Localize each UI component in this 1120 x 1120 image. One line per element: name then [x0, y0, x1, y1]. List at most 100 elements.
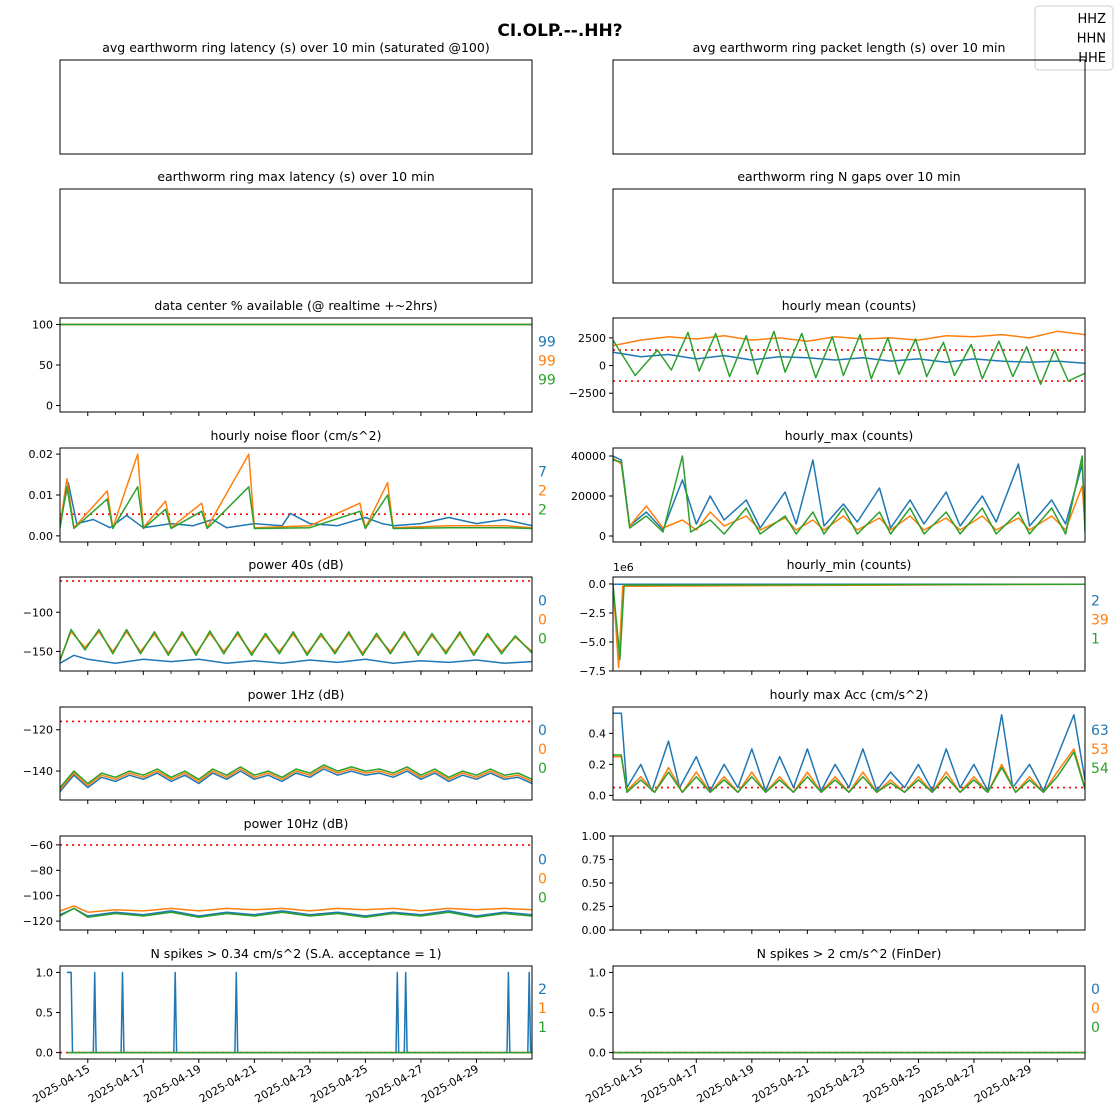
plot-area	[60, 844, 532, 919]
axes-frame	[612, 965, 1086, 1060]
panel-title: data center % available (@ realtime +~2h…	[154, 298, 437, 313]
x-tick-label: 2025-04-25	[308, 1062, 370, 1105]
y-tick-label: −140	[23, 765, 53, 778]
axes-frame	[59, 965, 533, 1060]
series-line-hhn	[613, 457, 1085, 531]
legend-entry-hhe: HHE	[1078, 51, 1106, 66]
y-tick-label: −120	[23, 915, 53, 928]
axes-frame	[612, 706, 1086, 801]
y-tick-label: 0.0	[36, 1047, 54, 1060]
axes-frame	[59, 706, 533, 801]
panel-title: hourly noise floor (cm/s^2)	[211, 428, 382, 443]
axes-frame	[59, 447, 533, 543]
y-tick-label: −5.0	[579, 636, 606, 649]
y-tick-label: 0.5	[589, 1007, 607, 1020]
panel-title: earthworm ring max latency (s) over 10 m…	[157, 169, 434, 184]
side-label-hhz: 0	[538, 723, 547, 739]
panel-pct-available: data center % available (@ realtime +~2h…	[32, 298, 556, 416]
x-tick-label: 2025-04-27	[917, 1062, 979, 1105]
panel-empty-axes: 1.00 0.75 0.50 0.25 0.00	[582, 830, 1086, 937]
side-label-hhz: 0	[1091, 982, 1100, 998]
series-line-hhz	[613, 455, 1085, 531]
panel-title: avg earthworm ring latency (s) over 10 m…	[102, 40, 489, 55]
y-tick-label: 0.00	[29, 530, 54, 543]
series-line-hhn	[613, 330, 1085, 347]
series-line-hhz	[60, 654, 532, 664]
series-line-hhz	[66, 971, 532, 1054]
y-tick-label: 0.0	[589, 578, 607, 591]
x-tick-label: 2025-04-29	[972, 1062, 1034, 1105]
plot-area	[613, 455, 1085, 535]
axes-frame	[612, 317, 1086, 413]
series-line-hhe	[60, 764, 532, 789]
side-label-hhn: 0	[1091, 1001, 1100, 1017]
series-line-hhe	[60, 628, 532, 662]
legend: HHZ HHN HHE	[1034, 5, 1114, 71]
side-label-hhn: 1	[538, 1001, 547, 1017]
panel-hourly-min: hourly_min (counts) 0.0 −2.5 −5.0 −7.5 1e6 2 39…	[579, 557, 1109, 678]
axes-frame	[612, 835, 1086, 931]
x-tick-label: 2025-04-17	[639, 1062, 701, 1105]
series-line-hhz	[60, 768, 532, 793]
series-line-hhe	[613, 751, 1085, 794]
plot-area	[613, 712, 1085, 794]
axes-frame	[59, 576, 533, 672]
panel-max-latency: earthworm ring max latency (s) over 10 m…	[59, 169, 533, 284]
panels: avg earthworm ring latency (s) over 10 m…	[23, 40, 1109, 1106]
axis-scale-label: 1e6	[613, 561, 634, 574]
x-tick-label: 2025-04-21	[750, 1062, 812, 1105]
plot-area	[60, 720, 532, 793]
side-label-hhe: 0	[1091, 1020, 1100, 1036]
panel-title: N spikes > 2 cm/s^2 (FinDer)	[757, 946, 942, 961]
x-tick-label: 2025-04-19	[141, 1062, 203, 1105]
y-tick-label: 1.0	[589, 966, 607, 979]
panel-noise-floor: hourly noise floor (cm/s^2) 0.02 0.01 0.00 7…	[29, 428, 547, 546]
side-label-hhe: 1	[538, 1020, 547, 1036]
series-line-hhz	[60, 481, 532, 529]
y-tick-label: 0.2	[589, 758, 607, 771]
plot-area	[60, 580, 532, 664]
series-line-hhn	[60, 766, 532, 791]
y-tick-label: 0	[46, 400, 53, 413]
y-tick-label: 0	[599, 530, 606, 543]
side-label-hhe: 99	[538, 373, 556, 389]
axes-frame	[612, 576, 1086, 672]
y-tick-label: 100	[32, 318, 53, 331]
series-line-hhn	[613, 583, 1085, 669]
y-tick-label: 0.50	[582, 877, 607, 890]
x-tick-label: 2025-04-15	[583, 1062, 645, 1105]
y-tick-label: −120	[23, 724, 53, 737]
y-tick-label: 0	[599, 360, 606, 373]
x-tick-label: 2025-04-15	[30, 1062, 92, 1105]
y-tick-label: 1.0	[36, 966, 54, 979]
panel-title: avg earthworm ring packet length (s) ove…	[693, 40, 1006, 55]
side-label-hhz: 0	[538, 853, 547, 869]
panel-power-40s: power 40s (dB) −100 −150 0 0 0	[23, 557, 547, 675]
panel-title: power 40s (dB)	[248, 557, 343, 572]
series-line-hhe	[613, 583, 1085, 661]
side-label-hhz: 2	[1091, 594, 1100, 610]
y-tick-label: 0.0	[589, 789, 607, 802]
plot-area	[60, 453, 532, 530]
y-tick-label: 0.25	[582, 901, 607, 914]
axes-frame	[612, 188, 1086, 284]
panel-max-acc: hourly max Acc (cm/s^2) 0.4 0.2 0.0 63 53 54	[589, 687, 1109, 804]
axes-frame	[59, 317, 533, 413]
y-tick-label: 0.01	[29, 489, 54, 502]
side-label-hhn: 0	[538, 613, 547, 629]
panel-hourly-max: hourly_max (counts) 40000 20000 0	[571, 428, 1086, 546]
side-label-hhn: 53	[1091, 742, 1109, 758]
side-label-hhz: 7	[538, 465, 547, 481]
side-label-hhe: 0	[538, 632, 547, 648]
x-tick-label: 2025-04-17	[86, 1062, 148, 1105]
series-line-hhe	[60, 907, 532, 919]
y-tick-label: 0.75	[582, 854, 607, 867]
panel-title: hourly_min (counts)	[787, 557, 912, 572]
side-label-hhe: 0	[538, 891, 547, 907]
series-line-hhz	[60, 907, 532, 917]
side-label-hhn: 2	[538, 484, 547, 500]
plot-area	[60, 971, 532, 1054]
y-tick-label: 0.0	[589, 1047, 607, 1060]
y-tick-label: −150	[23, 645, 53, 658]
panel-title: hourly_max (counts)	[785, 428, 914, 443]
